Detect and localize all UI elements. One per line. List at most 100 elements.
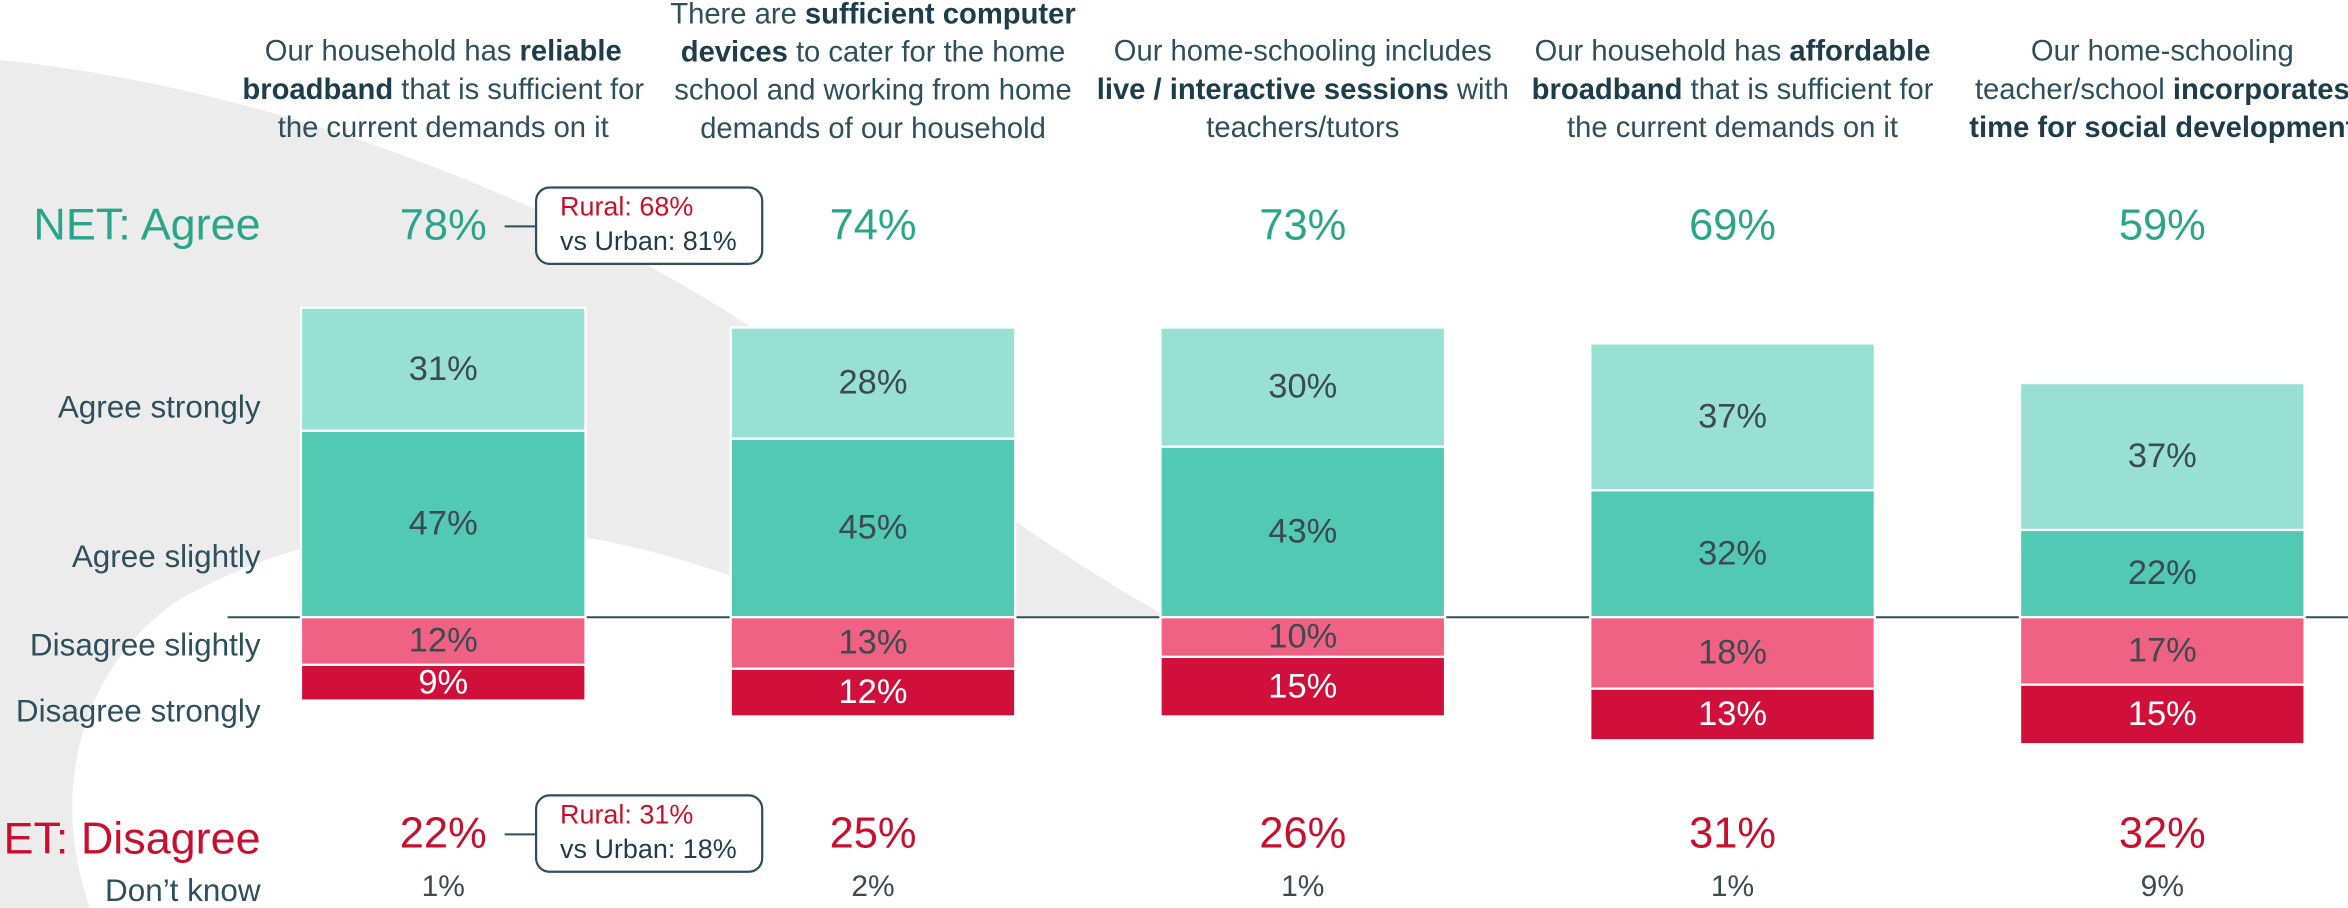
category-label-part: with [1449,74,1509,106]
category-label: the current demands on it [278,112,609,144]
category-label-part: that is sufficient for [393,74,644,106]
net-disagree-value: 25% [830,809,917,857]
bar-segment [1589,489,1876,619]
category-label: broadband that is sufficient for [242,74,644,106]
row-label: Disagree strongly [16,693,261,728]
category-label: There are sufficient computer [670,0,1075,30]
category-label: Our home-schooling includes [1114,35,1492,67]
dont-know-value: 2% [851,870,894,903]
net-agree-value: 69% [1689,201,1776,249]
dont-know-label: Don’t know [105,873,261,908]
category-label-part: reliable [520,35,622,67]
category-label-part: to cater for the home [788,36,1065,68]
segment-label: 37% [1698,397,1767,435]
net-disagree-label: NET: Disagree [0,813,261,864]
net-agree-value: 73% [1259,201,1346,249]
bar-segment [2018,683,2306,746]
bar-segment [2018,616,2306,686]
category-label-part: the current demands on it [1567,112,1898,144]
dont-know-value: 1% [1281,870,1324,903]
net-agree-value: 78% [400,201,487,249]
segment-label: 13% [839,624,908,662]
callout-urban: vs Urban: 81% [560,226,737,256]
category-label: the current demands on it [1567,112,1898,144]
category-label-part: devices [681,36,788,68]
bar-segment [1159,326,1447,448]
category-label-part: Our household has [1535,35,1790,67]
category-label-part: Our household has [265,35,520,67]
net-agree-value: 74% [830,201,917,249]
row-label: Agree slightly [72,539,261,574]
segment-label: 13% [1698,695,1767,733]
segment-label: 12% [839,673,908,711]
category-label-part: Our home-schooling includes [1114,35,1492,67]
dont-know-value: 1% [1711,870,1754,903]
bar-segment [1159,445,1447,619]
segment-label: 45% [839,509,908,547]
category-label-part: incorporates [2173,74,2348,106]
category-label: live / interactive sessions with [1097,74,1509,106]
category-label: school and working from home [674,74,1071,106]
net-agree-label: NET: Agree [33,199,260,250]
category-label: broadband that is sufficient for [1532,74,1934,106]
category-label: Our household has reliable [265,35,622,67]
category-label-part: live / interactive sessions [1097,74,1449,106]
callout-rural: Rural: 31% [560,800,693,830]
category-label: Our home-schooling [2031,35,2294,67]
category-label-part: school and working from home [674,74,1071,106]
segment-label: 30% [1268,368,1337,406]
bar-segment [1589,687,1876,742]
category-label-part: Our home-schooling [2031,35,2294,67]
net-disagree-value: 22% [400,809,487,857]
bar-segment [299,429,587,619]
category-label: demands of our household [700,113,1046,145]
bar-segment [1589,616,1876,690]
dont-know-value: 1% [422,870,465,903]
segment-label: 47% [409,505,478,543]
callout-rural: Rural: 68% [560,192,693,222]
category-label-part: sufficient computer [805,0,1076,30]
bar-segment [729,326,1017,440]
segment-label: 18% [1698,634,1767,672]
category-label-part: demands of our household [700,113,1046,145]
segment-label: 17% [2128,632,2197,670]
net-disagree-value: 32% [2119,809,2206,857]
bar-segment [2018,381,2306,532]
segment-label: 10% [1268,618,1337,656]
segment-label: 43% [1268,512,1337,550]
category-label-part: time for social development [1969,112,2348,144]
bar-segment [1159,655,1447,718]
segment-label: 15% [1268,667,1337,705]
bar-segment [299,663,587,702]
bar-segment [1589,342,1876,492]
net-agree-value: 59% [2119,201,2206,249]
callout-urban: vs Urban: 18% [560,834,737,864]
category-label: time for social development [1969,112,2348,144]
category-label: devices to cater for the home [681,36,1066,68]
category-label: teachers/tutors [1206,112,1399,144]
net-disagree-value: 31% [1689,809,1776,857]
bar-segment [2018,528,2306,619]
category-label-part: affordable [1789,35,1930,67]
category-label-part: teachers/tutors [1206,112,1399,144]
row-label: Agree strongly [58,389,261,424]
bar-segment [299,616,587,666]
segment-label: 15% [2128,695,2197,733]
category-label-part: broadband [242,74,393,106]
category-label-part: broadband [1532,74,1683,106]
bar-segment [299,306,587,432]
dont-know-value: 9% [2141,870,2184,903]
segment-label: 28% [839,364,908,402]
segment-label: 9% [418,663,468,701]
segment-label: 22% [2128,554,2197,592]
category-label: teacher/school incorporates [1975,74,2348,106]
segment-label: 12% [409,622,478,660]
row-label: Disagree slightly [30,627,261,662]
category-label-part: the current demands on it [278,112,609,144]
category-label: Our household has affordable [1535,35,1931,67]
segment-label: 32% [1698,534,1767,572]
net-disagree-value: 26% [1259,809,1346,857]
category-label-part: teacher/school [1975,74,2173,106]
callout-box [534,186,764,265]
